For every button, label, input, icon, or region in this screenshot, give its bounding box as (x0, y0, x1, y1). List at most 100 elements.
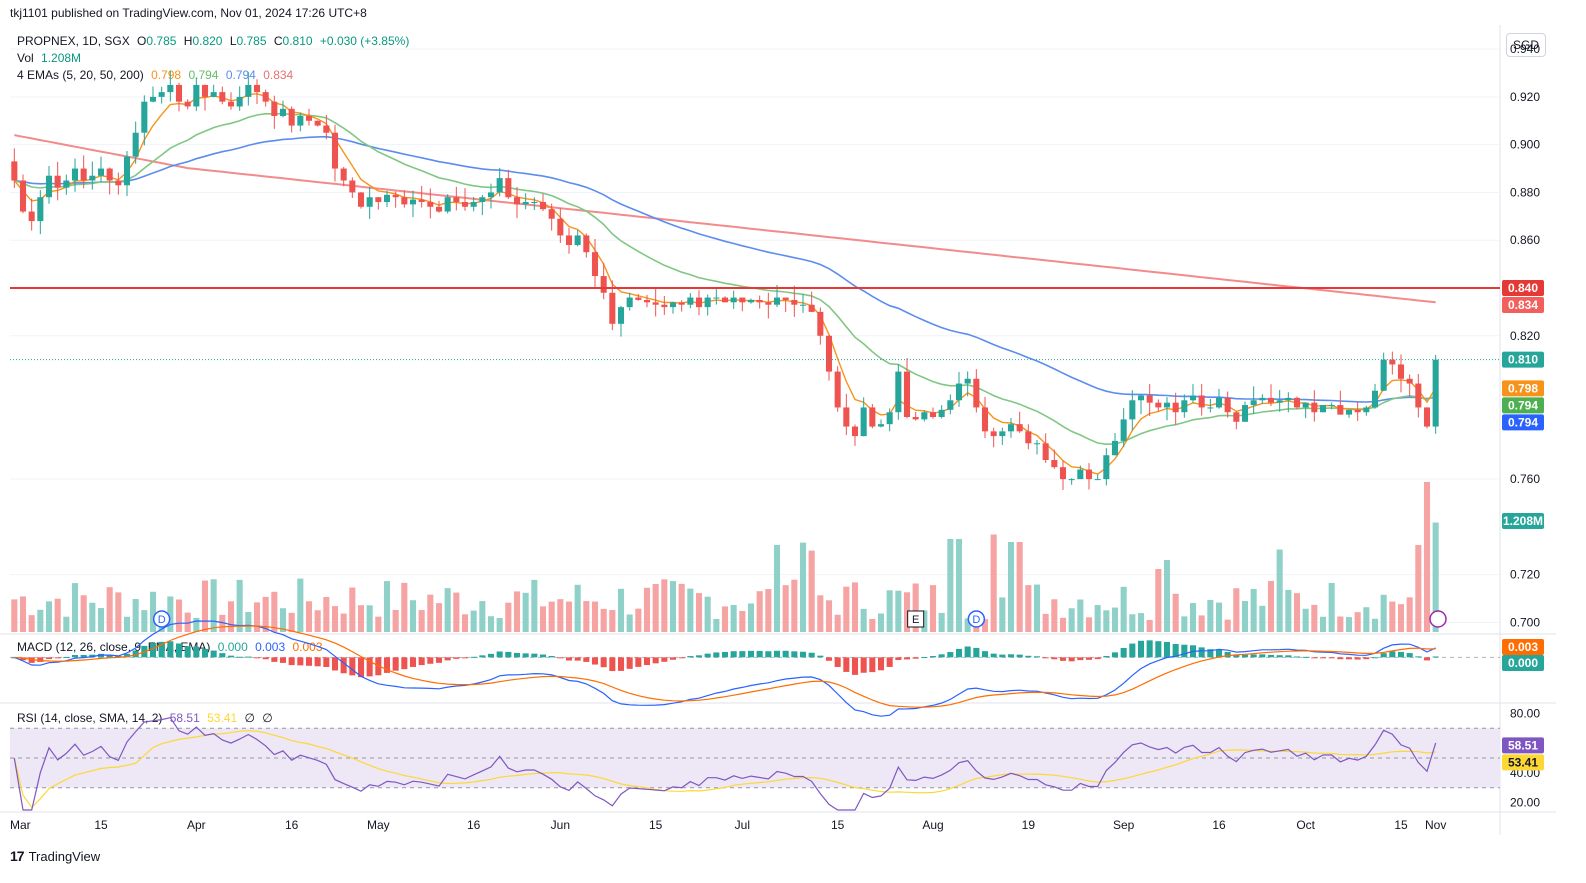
macd-histogram-bar (297, 657, 304, 666)
candle-body (288, 108, 295, 126)
macd-histogram-bar (158, 641, 165, 658)
macd-histogram-bar (773, 650, 781, 658)
close-label: C (273, 34, 283, 48)
volume-bar (297, 578, 304, 632)
candle-body (583, 235, 590, 253)
price-legend: PROPNEX, 1D, SGX O0.785 H0.820 L0.785 C0… (17, 34, 413, 48)
volume-bar (366, 605, 373, 632)
volume-bar (1432, 522, 1439, 632)
volume-bar (869, 618, 876, 632)
vol-label[interactable]: Vol (17, 51, 34, 65)
candle-body (1207, 407, 1214, 409)
macd-histogram-bar (522, 653, 529, 658)
price-tick-label: 0.720 (1510, 568, 1540, 582)
macd-histogram-bar (869, 657, 876, 673)
price-badge (1502, 380, 1544, 397)
macd-histogram-bar (721, 651, 729, 658)
candle-body (1250, 400, 1257, 406)
macd-histogram-bar (366, 657, 373, 677)
volume-bar (921, 610, 928, 632)
macd-histogram-bar (1311, 657, 1318, 659)
macd-histogram-bar (271, 657, 278, 662)
volume-bar (1233, 588, 1240, 632)
volume-bar (1146, 619, 1153, 632)
volume-bar (392, 609, 399, 632)
volume-bar (1181, 616, 1188, 632)
candle-body (366, 197, 373, 207)
price-badge (1502, 737, 1544, 754)
macd-histogram-bar (175, 643, 183, 658)
volume-bar (1129, 614, 1136, 632)
rsi-label[interactable]: RSI (14, close, SMA, 14, 2) (17, 711, 163, 725)
price-badge (1502, 280, 1544, 296)
candle-body (132, 132, 139, 157)
macd-histogram-bar (37, 657, 44, 662)
volume-bar (981, 619, 989, 632)
volume-bar (80, 595, 87, 632)
earnings-marker (907, 610, 925, 628)
macd-histogram-bar (1016, 654, 1023, 658)
candle-body (782, 297, 789, 300)
x-axis-label: 15 (1394, 818, 1408, 832)
candle-body (63, 180, 70, 188)
macd-histogram-bar (1129, 643, 1136, 658)
macd-histogram-bar (245, 656, 252, 658)
volume-bar (583, 601, 590, 632)
macd-histogram-bar (470, 656, 477, 658)
price-badge-label: 0.794 (1508, 398, 1538, 412)
macd-histogram-bar (227, 655, 235, 658)
volume-bar (635, 608, 642, 632)
candle-body (617, 307, 625, 324)
volume-bar (97, 608, 105, 632)
candle-body (409, 199, 417, 205)
volume-bar (765, 589, 772, 632)
symbol-label[interactable]: PROPNEX, 1D, SGX (17, 34, 130, 48)
price-tick-label: 0.860 (1510, 233, 1540, 247)
volume-bar (1363, 607, 1370, 632)
currency-button[interactable]: SGD (1506, 33, 1546, 57)
macd-histogram-bar (600, 657, 607, 668)
candle-body (565, 235, 573, 245)
macd-histogram-bar (418, 657, 425, 666)
macd-histogram-bar (392, 657, 399, 671)
volume-bar (37, 609, 44, 632)
volume-bar (71, 583, 79, 632)
macd-histogram-bar (747, 650, 755, 658)
candle-body (236, 96, 243, 107)
volume-bar (1345, 617, 1353, 632)
price-tick-label: 0.700 (1510, 615, 1540, 629)
macd-hist-value: 0.000 (217, 640, 248, 654)
macd-histogram-bar (565, 657, 573, 661)
candle-body (661, 304, 668, 308)
volume-bar (964, 618, 971, 632)
candle-body (1111, 440, 1119, 456)
volume-bar (227, 601, 235, 632)
macd-histogram-bar (1423, 657, 1431, 661)
tradingview-logo[interactable]: 17 TradingView (10, 848, 100, 864)
price-tick-label: 0.940 (1510, 42, 1540, 56)
open-label: O (137, 34, 147, 48)
x-axis-label: 16 (285, 818, 299, 832)
candle-body (54, 175, 61, 188)
macd-histogram-bar (929, 656, 937, 658)
macd-histogram-bar (409, 657, 417, 667)
volume-bar (45, 601, 53, 632)
volume-bar (288, 612, 295, 632)
candle-body (375, 197, 382, 202)
rsi-legend: RSI (14, close, SMA, 14, 2) 58.51 53.41 … (17, 711, 277, 725)
x-axis-label: Jul (735, 818, 750, 832)
candle-body (1120, 419, 1127, 441)
macd-histogram-bar (1215, 649, 1223, 658)
candle-body (1103, 455, 1110, 480)
volume-bar (401, 582, 408, 632)
macd-histogram-bar (1103, 655, 1110, 658)
price-badge (1502, 513, 1544, 529)
candle-body (323, 125, 330, 133)
candle-body (1397, 364, 1405, 379)
macd-histogram-bar (383, 657, 391, 673)
ema-label[interactable]: 4 EMAs (5, 20, 50, 200) (17, 68, 144, 82)
candle-body (704, 297, 711, 308)
macd-histogram-bar (453, 657, 460, 659)
volume-bar (505, 602, 512, 632)
